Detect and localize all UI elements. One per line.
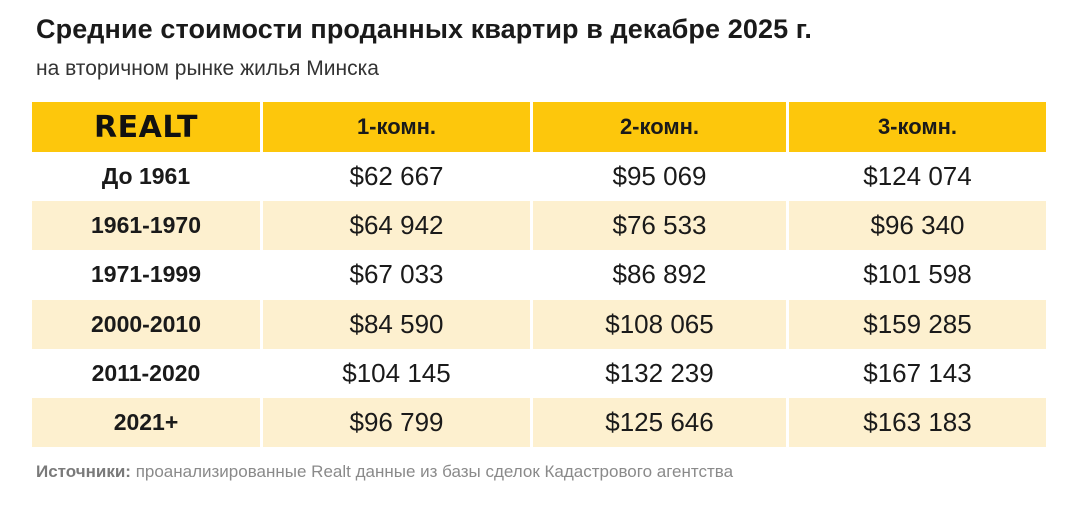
realt-logo: REALT bbox=[94, 109, 198, 145]
row-label: 1971-1999 bbox=[91, 261, 201, 288]
price-cell: $64 942 bbox=[263, 201, 530, 251]
table-row: 2000-2010 $84 590 $108 065 $159 285 bbox=[32, 299, 1046, 349]
price-cell: $95 069 bbox=[612, 161, 707, 192]
chart-title: Средние стоимости проданных квартир в де… bbox=[36, 14, 813, 44]
price-cell: $84 590 bbox=[263, 299, 530, 349]
row-label: 2011-2020 bbox=[91, 359, 201, 386]
price-cell: $96 340 bbox=[789, 201, 1046, 251]
source-text: проанализированные Realt данные из базы … bbox=[135, 462, 734, 481]
price-cell: $132 239 bbox=[605, 357, 714, 388]
header-logo-cell: REALT bbox=[32, 102, 260, 152]
price-cell: $67 033 bbox=[349, 259, 444, 290]
price-cell: $167 143 bbox=[863, 357, 972, 388]
row-label: 2021+ bbox=[32, 397, 260, 448]
row-label: 1961-1970 bbox=[32, 201, 260, 251]
row-label: До 1961 bbox=[101, 163, 191, 190]
price-cell: $159 285 bbox=[789, 299, 1046, 349]
price-table: REALT 1-комн. 2-комн. 3-комн. До 1961 $6… bbox=[32, 102, 1046, 448]
source-note: Источники: проанализированные Realt данн… bbox=[36, 462, 733, 482]
table-row: 2021+ $96 799 $125 646 $163 183 bbox=[32, 397, 1046, 448]
price-cell: $62 667 bbox=[349, 161, 444, 192]
price-cell: $108 065 bbox=[533, 299, 786, 349]
column-header-3-room: 3-комн. bbox=[789, 102, 1046, 152]
chart-subtitle: на вторичном рынке жилья Минска bbox=[36, 57, 379, 80]
table-header-row: REALT 1-комн. 2-комн. 3-комн. bbox=[32, 102, 1046, 152]
price-cell: $104 145 bbox=[342, 357, 451, 388]
column-header-1-room: 1-комн. bbox=[263, 102, 530, 152]
table-row: 2011-2020 $104 145 $132 239 $167 143 bbox=[32, 349, 1046, 398]
price-cell: $96 799 bbox=[263, 397, 530, 448]
table-row: До 1961 $62 667 $95 069 $124 074 bbox=[32, 152, 1046, 201]
price-cell: $101 598 bbox=[863, 259, 972, 290]
source-label: Источники: bbox=[36, 462, 131, 481]
table-row: 1961-1970 $64 942 $76 533 $96 340 bbox=[32, 201, 1046, 251]
table-row: 1971-1999 $67 033 $86 892 $101 598 bbox=[32, 250, 1046, 299]
price-cell: $124 074 bbox=[863, 161, 972, 192]
row-label: 2000-2010 bbox=[32, 299, 260, 349]
column-header-2-room: 2-комн. bbox=[533, 102, 786, 152]
price-cell: $163 183 bbox=[789, 397, 1046, 448]
price-cell: $125 646 bbox=[533, 397, 786, 448]
price-cell: $86 892 bbox=[612, 259, 707, 290]
price-cell: $76 533 bbox=[533, 201, 786, 251]
